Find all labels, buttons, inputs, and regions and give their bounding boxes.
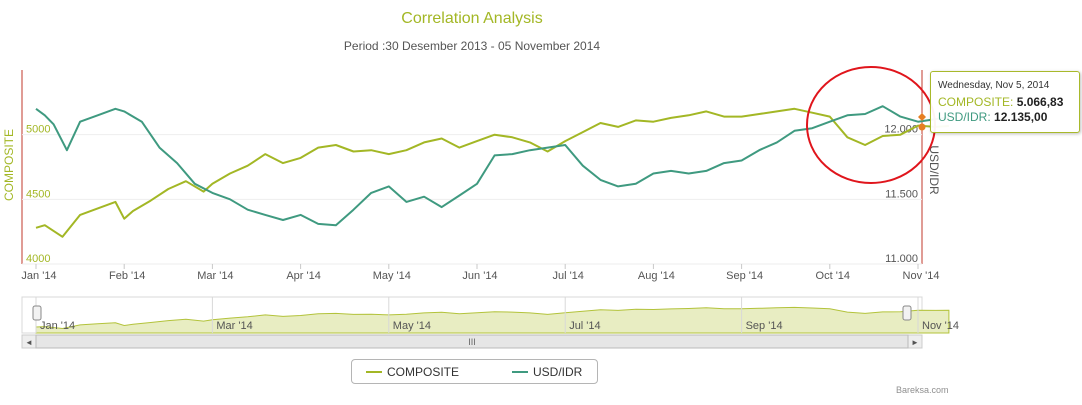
legend-item-usdidr[interactable]: USD/IDR xyxy=(512,365,582,379)
tooltip: Wednesday, Nov 5, 2014 COMPOSITE: 5.066,… xyxy=(930,71,1080,133)
x-tick-label-6: Jul '14 xyxy=(552,270,583,282)
x-tick-label-5: Jun '14 xyxy=(462,270,497,282)
x-tick-label-0: Jan '14 xyxy=(21,270,56,282)
navigator-handle-right[interactable] xyxy=(902,305,912,321)
chart-subtitle: Period :30 Desember 2013 - 05 November 2… xyxy=(344,39,600,53)
nav-tick-label-3: Jul '14 xyxy=(569,320,600,332)
x-tick-label-8: Sep '14 xyxy=(726,270,763,282)
tooltip-composite-row: COMPOSITE: 5.066,83 xyxy=(938,95,1072,110)
scrollbar-left-arrow[interactable]: ◄ xyxy=(25,338,33,347)
x-tick-label-3: Apr '14 xyxy=(286,270,321,282)
y-axis-right-label: USD/IDR xyxy=(927,145,941,195)
legend-swatch-composite xyxy=(366,371,382,373)
x-tick-label-1: Feb '14 xyxy=(109,270,145,282)
series-line-usdidr[interactable] xyxy=(35,105,950,227)
legend-item-composite[interactable]: COMPOSITE xyxy=(366,365,459,379)
legend-swatch-usdidr xyxy=(512,371,528,373)
y-right-tick-1: 11.500 xyxy=(885,188,918,200)
y-axis-right-ticks: 11.000 11.500 12.000 xyxy=(884,124,918,265)
scrollbar-thumb[interactable] xyxy=(35,334,909,349)
legend-label-usdidr: USD/IDR xyxy=(533,365,583,379)
tooltip-composite-label: COMPOSITE: xyxy=(938,95,1014,109)
scrollbar-right-arrow[interactable]: ► xyxy=(911,338,919,347)
nav-tick-label-4: Sep '14 xyxy=(746,320,783,332)
y-left-tick-2: 5000 xyxy=(26,124,50,136)
x-axis-ticks: Jan '14 Feb '14 Mar '14 Apr '14 May '14 Jun '… xyxy=(21,264,939,282)
legend: COMPOSITE USD/IDR xyxy=(351,359,598,384)
series-line-composite[interactable] xyxy=(35,107,949,238)
tooltip-marker-usdidr xyxy=(918,113,926,121)
nav-tick-label-5: Nov '14 xyxy=(922,320,959,332)
y-axis-left-ticks: 4000 4500 5000 xyxy=(26,124,50,265)
tooltip-usd-row: USD/IDR: 12.135,00 xyxy=(938,110,1072,125)
navigator-ticks: Jan '14 Mar '14 May '14 Jul '14 Sep '14 Nov '… xyxy=(35,297,959,333)
x-tick-label-7: Aug '14 xyxy=(638,270,675,282)
nav-tick-label-2: May '14 xyxy=(393,320,431,332)
x-tick-label-4: May '14 xyxy=(373,270,411,282)
scrollbar-grip[interactable]: III xyxy=(468,337,476,347)
y-right-tick-2: 12.000 xyxy=(884,124,918,136)
navigator-area xyxy=(35,306,950,334)
series-layer xyxy=(35,105,950,238)
x-tick-label-9: Oct '14 xyxy=(816,270,851,282)
legend-label-composite: COMPOSITE xyxy=(387,365,460,379)
y-right-tick-0: 11.000 xyxy=(885,253,918,265)
tooltip-composite-value: 5.066,83 xyxy=(1016,95,1064,109)
tooltip-date: Wednesday, Nov 5, 2014 xyxy=(938,80,1050,91)
tooltip-usd-value: 12.135,00 xyxy=(994,110,1048,124)
credit-link[interactable]: Bareksa.com xyxy=(896,385,949,395)
tooltip-marker-composite xyxy=(918,123,926,131)
nav-tick-label-0: Jan '14 xyxy=(40,320,75,332)
gridlines xyxy=(22,134,922,265)
x-tick-label-10: Nov '14 xyxy=(903,270,940,282)
navigator-handle-left[interactable] xyxy=(32,305,42,321)
nav-tick-label-1: Mar '14 xyxy=(216,320,252,332)
y-axis-left-label: COMPOSITE xyxy=(2,129,16,201)
x-tick-label-2: Mar '14 xyxy=(197,270,233,282)
tooltip-usd-label: USD/IDR: xyxy=(938,110,991,124)
y-left-tick-0: 4000 xyxy=(26,253,50,265)
y-left-tick-1: 4500 xyxy=(26,188,50,200)
chart-title: Correlation Analysis xyxy=(401,10,542,27)
